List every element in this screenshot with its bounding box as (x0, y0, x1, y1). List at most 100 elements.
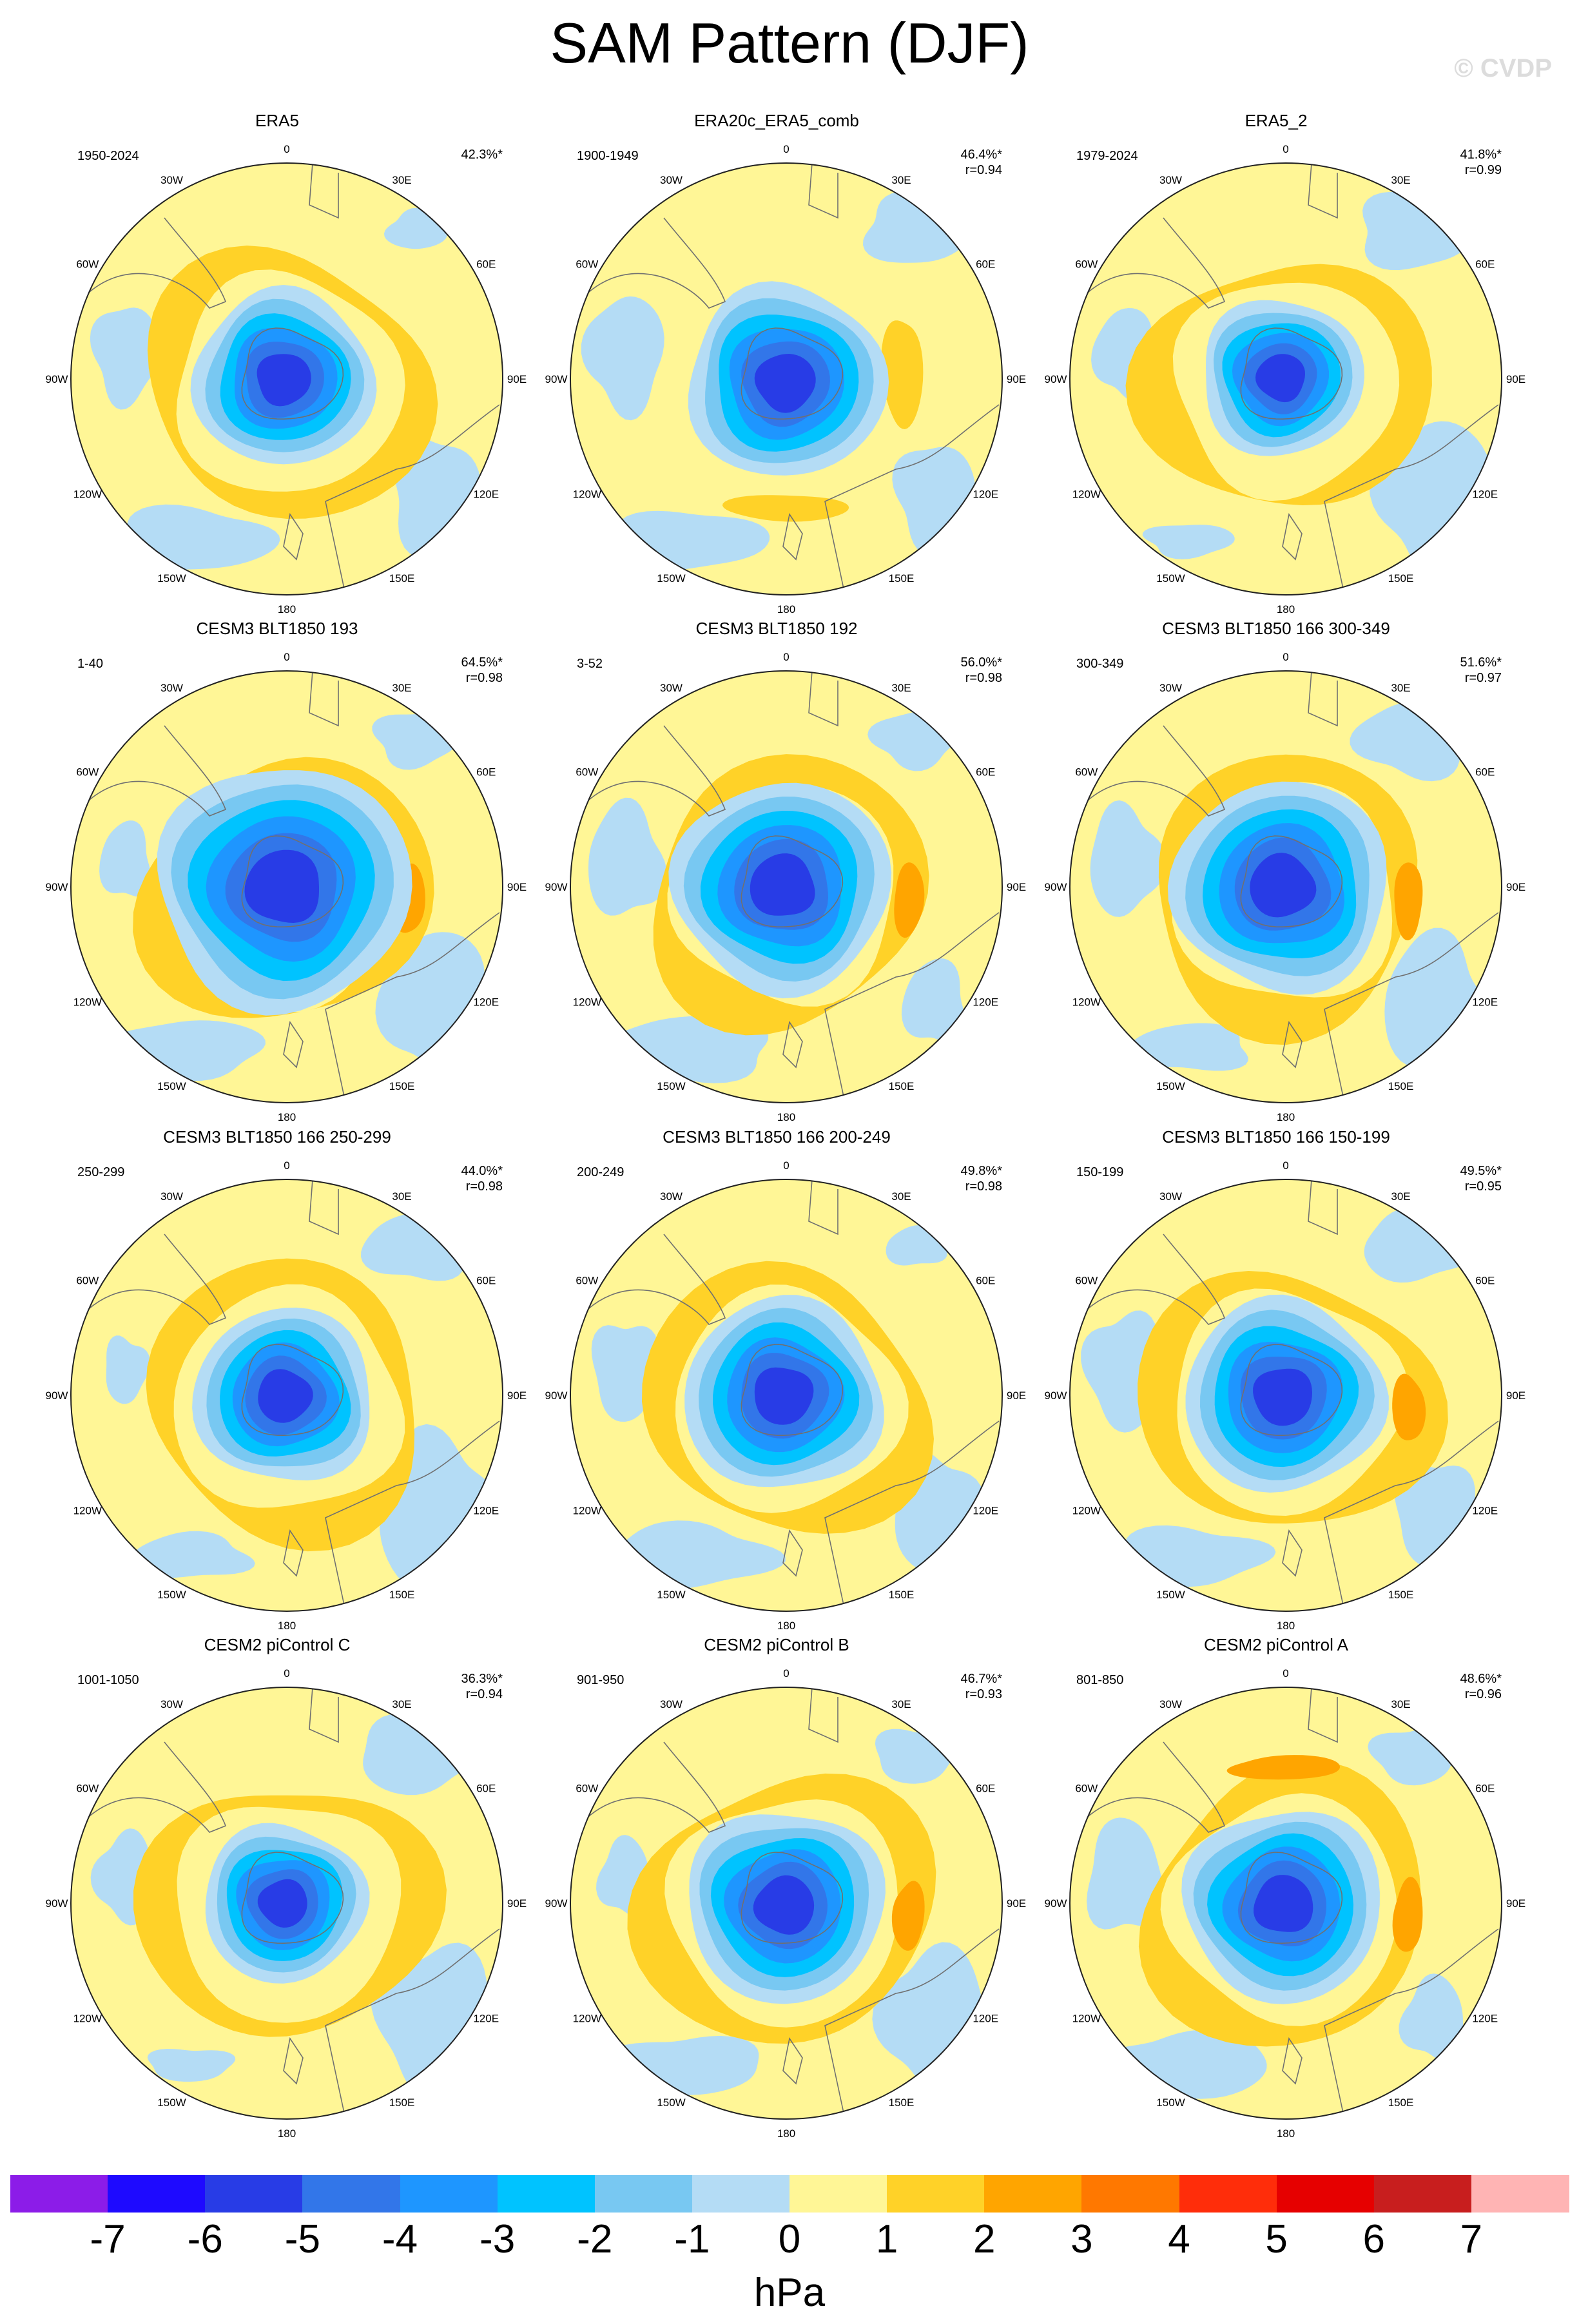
negative-anomaly (1399, 1973, 1464, 2061)
longitude-label: 30E (891, 1698, 911, 1710)
pattern-correlation: r=0.99 (1464, 163, 1502, 177)
africa-coastline (1308, 163, 1338, 219)
longitude-label: 120W (73, 1505, 102, 1517)
longitude-label: 120W (73, 996, 102, 1009)
longitude-label: 150W (1156, 1080, 1185, 1092)
new-zealand-coastline (782, 2037, 803, 2085)
negative-anomaly (106, 1335, 151, 1404)
south-america-coastline (573, 217, 726, 309)
colorbar-box (108, 2175, 206, 2213)
longitude-label: 60E (476, 258, 496, 271)
longitude-label: 120E (1472, 489, 1498, 501)
longitude-label: 30W (160, 1698, 183, 1710)
longitude-label: 0 (1283, 651, 1288, 663)
australia-coastline (824, 1928, 1000, 2116)
antarctica-coastline (1240, 835, 1343, 928)
longitude-label: 60E (1475, 766, 1495, 779)
africa-coastline (1308, 1687, 1338, 1743)
longitude-label: 150W (157, 572, 186, 585)
positive-core (1392, 1373, 1426, 1440)
australia-coastline (1324, 404, 1499, 592)
polar-map: 0 30E 60E 90E 120E 150E 180 150W 120W 90W 60W 30W (545, 651, 1027, 1123)
longitude-label: 30W (1159, 174, 1182, 186)
longitude-label: 90E (1007, 373, 1026, 385)
new-zealand-coastline (283, 1020, 304, 1069)
colorbar-box (1276, 2175, 1375, 2213)
antarctica-coastline (1240, 327, 1343, 420)
longitude-label: 90W (545, 881, 568, 893)
longitude-label: 30W (160, 682, 183, 694)
longitude-label: 150E (1388, 1589, 1414, 1601)
negative-anomaly (90, 307, 160, 410)
australia-coastline (824, 912, 1000, 1100)
longitude-label: 0 (783, 143, 789, 155)
panel-title: CESM3 BLT1850 166 250-299 (163, 1127, 391, 1147)
longitude-label: 90W (46, 1897, 68, 1910)
panel-stats: 36.3%* r=0.94 (461, 1671, 503, 1702)
longitude-label: 90E (507, 881, 527, 893)
panel-years: 250-299 (77, 1165, 125, 1179)
variance-explained: 56.0%* (960, 655, 1003, 670)
longitude-label: 0 (1283, 1667, 1288, 1680)
pattern-correlation: r=0.93 (965, 1687, 1002, 1701)
map-border (70, 162, 503, 596)
pattern-correlation: r=0.98 (465, 1179, 503, 1194)
negative-anomaly (588, 797, 668, 916)
longitude-label: 150E (1388, 572, 1414, 585)
negative-anomaly (1364, 1208, 1475, 1283)
panel-years: 901-950 (577, 1673, 625, 1687)
africa-coastline (808, 1687, 838, 1743)
polar-map: 0 30E 60E 90E 120E 150E 180 150W 120W 90W 60W 30W (545, 143, 1027, 615)
pattern-correlation: r=0.97 (1464, 671, 1502, 685)
antarctica-coastline (241, 835, 344, 928)
longitude-label: 150W (657, 2096, 685, 2109)
polar-map: 0 30E 60E 90E 120E 150E 180 150W 120W 90W 60W 30W (46, 143, 527, 615)
map-border (1069, 670, 1502, 1103)
longitude-label: 0 (284, 651, 289, 663)
panel-title: CESM2 piControl C (204, 1635, 351, 1654)
polar-low-band (244, 849, 319, 923)
longitude-label: 60E (976, 258, 995, 271)
colorbar-tick-label: 5 (1265, 2217, 1288, 2261)
panel-stats: 56.0%* r=0.98 (961, 655, 1003, 686)
negative-anomaly (606, 2035, 759, 2095)
south-america-coastline (73, 1234, 227, 1325)
panel-years: 150-199 (1076, 1165, 1124, 1179)
variance-explained: 49.5%* (1460, 1164, 1502, 1178)
colorbar-tick-label: -1 (674, 2217, 710, 2261)
longitude-label: 180 (278, 1111, 296, 1123)
longitude-label: 120W (573, 1505, 601, 1517)
longitude-label: 120E (973, 996, 998, 1009)
south-america-coastline (73, 1741, 227, 1833)
polar-map: 0 30E 60E 90E 120E 150E 180 150W 120W 90W 60W 30W (46, 1159, 527, 1632)
longitude-label: 60E (476, 766, 496, 779)
panel-stats: 49.8%* r=0.98 (961, 1163, 1003, 1194)
longitude-label: 120W (573, 2013, 601, 2025)
south-america-coastline (1072, 1741, 1226, 1833)
polar-low-band (257, 354, 311, 407)
longitude-label: 150E (1388, 2096, 1414, 2109)
longitude-label: 120E (473, 1505, 499, 1517)
australia-coastline (1324, 1928, 1499, 2116)
polar-low-band (1250, 853, 1317, 918)
new-zealand-coastline (1282, 2037, 1303, 2085)
longitude-label: 150E (889, 1589, 915, 1601)
africa-coastline (808, 1179, 838, 1235)
longitude-label: 60W (576, 1783, 598, 1795)
colorbar-tick-label: 7 (1460, 2217, 1483, 2261)
new-zealand-coastline (283, 2037, 304, 2085)
longitude-label: 120E (1472, 996, 1498, 1009)
longitude-label: 150W (657, 572, 685, 585)
longitude-label: 60E (1475, 1783, 1495, 1795)
negative-anomaly (581, 296, 664, 421)
variance-explained: 41.8%* (1460, 148, 1502, 162)
longitude-label: 180 (1277, 1620, 1295, 1632)
longitude-label: 30W (660, 1698, 683, 1710)
australia-coastline (1324, 1420, 1499, 1609)
longitude-label: 90W (545, 1390, 568, 1402)
longitude-label: 90W (46, 881, 68, 893)
longitude-label: 120W (1072, 996, 1101, 1009)
variance-explained: 36.3%* (461, 1672, 503, 1686)
south-america-coastline (1072, 217, 1226, 309)
new-zealand-coastline (782, 1529, 803, 1577)
